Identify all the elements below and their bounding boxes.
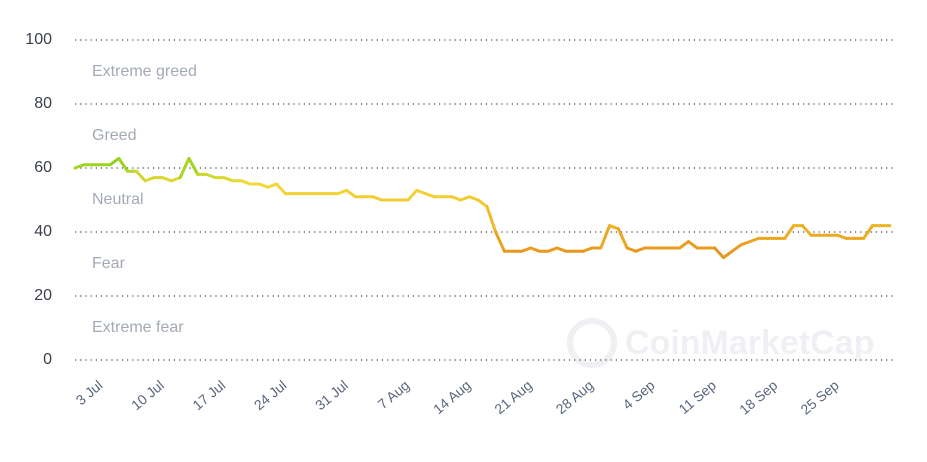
line-segment xyxy=(143,176,156,183)
line-segment xyxy=(783,224,796,240)
line-segment xyxy=(73,163,86,170)
line-segment xyxy=(134,169,147,183)
y-tick-label: 60 xyxy=(34,159,52,176)
line-segment xyxy=(222,176,235,183)
zone-label: Fear xyxy=(92,255,126,272)
line-segment xyxy=(686,240,699,250)
line-segment xyxy=(345,188,357,199)
line-segment xyxy=(721,249,734,260)
line-segment xyxy=(450,195,463,202)
line-segment xyxy=(161,176,173,183)
line-segment xyxy=(581,246,594,253)
line-segment xyxy=(634,246,647,253)
line-segment xyxy=(240,179,252,186)
zone-label: Extreme greed xyxy=(92,63,197,80)
line-segment xyxy=(625,246,638,253)
line-segment xyxy=(424,192,436,199)
line-segment xyxy=(257,182,270,189)
line-segment xyxy=(678,240,690,250)
line-segment xyxy=(739,240,752,247)
line-segment xyxy=(336,188,349,196)
line-segment xyxy=(800,224,813,237)
line-segment xyxy=(415,188,428,196)
zone-label: Extreme fear xyxy=(92,319,184,336)
line-segment xyxy=(713,246,725,260)
line-segment xyxy=(178,156,191,180)
x-tick-label: 18 Sep xyxy=(736,377,780,418)
x-tick-label: 21 Aug xyxy=(491,377,535,417)
line-segment xyxy=(730,243,743,253)
watermark-text: CoinMarketCap xyxy=(625,324,874,362)
line-segment xyxy=(476,198,489,208)
line-segment xyxy=(459,195,471,202)
x-tick-label: 17 Jul xyxy=(189,377,228,413)
line-segment xyxy=(494,230,506,253)
watermark: CoinMarketCap xyxy=(567,318,874,368)
x-tick-label: 14 Aug xyxy=(430,377,474,417)
x-tick-label: 25 Sep xyxy=(797,377,841,418)
x-tick-label: 4 Sep xyxy=(619,377,657,413)
y-tick-label: 80 xyxy=(34,95,52,112)
line-segment xyxy=(599,224,612,250)
zone-label: Neutral xyxy=(92,191,144,208)
line-segment xyxy=(862,224,874,240)
line-segment xyxy=(275,182,287,196)
line-segment xyxy=(529,246,541,253)
line-segment xyxy=(108,156,121,167)
line-segment xyxy=(555,246,568,253)
line-segment xyxy=(371,195,384,202)
x-tick-label: 31 Jul xyxy=(312,377,351,413)
watermark-logo xyxy=(567,318,617,368)
line-segment xyxy=(204,172,217,180)
y-tick-label: 40 xyxy=(34,223,52,240)
x-tick-label: 24 Jul xyxy=(251,377,290,413)
line-segment xyxy=(546,246,559,253)
x-tick-label: 10 Jul xyxy=(128,377,167,413)
line-segment xyxy=(608,224,620,231)
line-segment xyxy=(467,195,480,202)
x-tick-label: 7 Aug xyxy=(375,377,413,412)
x-tick-label: 3 Jul xyxy=(73,377,106,408)
zone-label: Greed xyxy=(92,127,136,144)
line-segment xyxy=(485,204,498,234)
y-tick-label: 0 xyxy=(43,351,52,368)
line-segment xyxy=(616,227,629,250)
line-segment xyxy=(169,176,182,183)
y-tick-label: 100 xyxy=(25,31,52,48)
line-segment xyxy=(187,156,200,176)
y-tick-label: 20 xyxy=(34,287,52,304)
x-tick-label: 11 Sep xyxy=(676,377,720,417)
x-tick-label: 28 Aug xyxy=(553,377,597,417)
line-segment xyxy=(117,156,130,173)
line-segment xyxy=(835,233,848,240)
line-segment xyxy=(406,188,419,202)
line-segment xyxy=(266,182,279,189)
line-segment xyxy=(748,236,761,244)
line-segment xyxy=(520,246,533,253)
